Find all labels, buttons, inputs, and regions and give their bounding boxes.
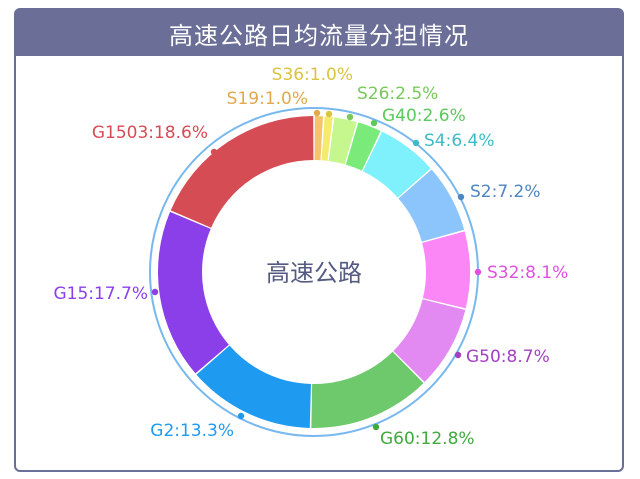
slice-s2[interactable] xyxy=(398,169,465,242)
data-label-s19: S19:1.0% xyxy=(227,89,308,109)
data-label-s36: S36:1.0% xyxy=(272,65,353,85)
slice-g50[interactable] xyxy=(393,299,466,382)
data-label-g15: G15:17.7% xyxy=(53,284,148,304)
label-dot-g2 xyxy=(237,412,245,420)
label-dot-g40 xyxy=(370,119,378,127)
slice-s36[interactable] xyxy=(321,116,333,161)
label-dot-g1503 xyxy=(210,148,218,156)
chart-title: 高速公路日均流量分担情况 xyxy=(16,10,622,56)
label-dot-s32 xyxy=(474,268,482,276)
slice-s32[interactable] xyxy=(422,231,470,309)
slice-s26[interactable] xyxy=(328,117,357,165)
data-label-g1503: G1503:18.6% xyxy=(92,123,208,143)
label-dot-g15 xyxy=(151,288,159,296)
data-label-s2: S2:7.2% xyxy=(470,182,541,202)
label-dot-g60 xyxy=(372,423,380,431)
label-dot-s36 xyxy=(325,110,333,118)
data-label-s4: S4:6.4% xyxy=(424,131,495,151)
slice-g60[interactable] xyxy=(311,351,424,428)
label-dot-g50 xyxy=(454,351,462,359)
slice-g40[interactable] xyxy=(345,122,381,171)
data-label-g40: G40:2.6% xyxy=(382,106,466,126)
label-dot-s2 xyxy=(457,193,465,201)
slice-g2[interactable] xyxy=(196,345,311,428)
label-dot-s19 xyxy=(313,109,321,117)
data-label-g50: G50:8.7% xyxy=(466,347,550,367)
slice-s4[interactable] xyxy=(362,131,431,198)
label-dot-s4 xyxy=(412,139,420,147)
data-label-g60: G60:12.8% xyxy=(380,429,475,449)
center-label: 高速公路 xyxy=(266,259,362,287)
slice-s19[interactable] xyxy=(314,116,323,161)
label-dot-s26 xyxy=(346,113,354,121)
data-label-g2: G2:13.3% xyxy=(150,421,234,441)
data-label-s32: S32:8.1% xyxy=(487,263,568,283)
data-label-s26: S26:2.5% xyxy=(357,84,438,104)
slice-g1503[interactable] xyxy=(170,116,314,228)
slice-g15[interactable] xyxy=(157,211,229,374)
